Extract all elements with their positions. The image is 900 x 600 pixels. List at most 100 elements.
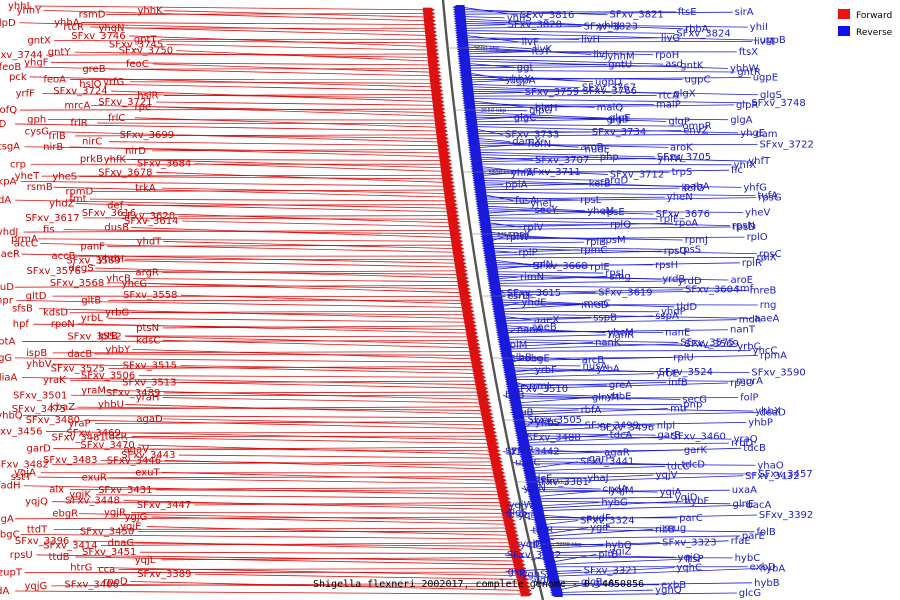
- reverse-gene-connector: [534, 475, 744, 483]
- forward-gene-feature: [451, 242, 464, 248]
- forward-gene-connector: [43, 9, 432, 22]
- forward-gene-connector: [53, 527, 514, 531]
- reverse-gene-connector: [498, 289, 748, 296]
- forward-gene-feature: [436, 136, 449, 141]
- reverse-gene-label: rplX: [756, 253, 776, 264]
- forward-gene-feature: [441, 173, 454, 178]
- reverse-gene-connector: [477, 154, 747, 162]
- forward-gene-connector: [25, 66, 438, 77]
- reverse-gene-label: yrbE: [656, 369, 679, 380]
- forward-gene-feature: [495, 481, 508, 487]
- forward-gene-feature: [518, 584, 531, 590]
- reverse-gene-label: cpdA: [603, 484, 628, 495]
- forward-gene-feature: [482, 419, 495, 424]
- forward-gene-label: yheS: [52, 171, 77, 182]
- forward-gene-feature: [497, 489, 510, 494]
- forward-gene-feature: [472, 364, 485, 369]
- forward-gene-connector: [131, 312, 472, 316]
- reverse-gene-label: exbB: [661, 580, 686, 591]
- reverse-gene-label: SFxv_3323: [662, 538, 716, 549]
- reverse-gene-label: SFxv_3711: [526, 167, 580, 178]
- forward-gene-label: aaeR: [0, 249, 20, 260]
- reverse-gene-label: SFxv_3392: [759, 510, 813, 521]
- forward-gene-connector: [22, 340, 476, 342]
- legend-swatch-reverse: [838, 26, 850, 36]
- forward-gene-label: sstT: [11, 472, 32, 483]
- forward-gene-label: SFxv_3431: [98, 485, 152, 496]
- reverse-gene-connector: [550, 556, 733, 559]
- reverse-gene-label: yqjD: [675, 492, 698, 503]
- forward-gene-label: kdsC: [136, 335, 160, 346]
- reverse-gene-label: yghQ: [655, 585, 682, 596]
- reverse-gene-label: yqiA: [660, 487, 682, 498]
- reverse-gene-label: yhbX: [755, 406, 781, 417]
- reverse-gene-connector: [476, 144, 758, 146]
- forward-gene-feature: [464, 323, 477, 329]
- forward-gene-connector: [37, 238, 460, 242]
- forward-gene-label: feoA: [43, 75, 66, 86]
- forward-gene-labels: yhhL rsmD yhhK yhhY yhhA yhgN glpD rtcR gntT gntX…: [0, 1, 191, 597]
- reverse-gene-label: SFxv_3505: [528, 415, 582, 426]
- reverse-gene-label: greA: [609, 380, 632, 391]
- forward-gene-feature: [424, 26, 437, 31]
- forward-gene-label: SFxv_3745: [109, 40, 163, 51]
- reverse-gene-label: kefB: [589, 179, 611, 190]
- reverse-gene-label: yhhS: [507, 13, 532, 24]
- forward-gene-label: npr: [0, 295, 14, 306]
- forward-gene-label: ebgC: [0, 529, 20, 540]
- reverse-gene-connector: [527, 449, 603, 453]
- reverse-gene-connector: [548, 540, 729, 549]
- reverse-gene-connector: [510, 355, 758, 362]
- forward-gene-connector: [15, 590, 529, 595]
- reverse-gene-label: SFxv_3823: [584, 22, 638, 33]
- reverse-gene-label: nlpI: [657, 420, 675, 431]
- forward-gene-feature: [470, 356, 483, 362]
- forward-gene-feature: [442, 176, 455, 182]
- forward-gene-label: yhhA: [54, 18, 80, 29]
- reverse-gene-label: SFxv_3510: [514, 384, 568, 395]
- reverse-gene-label: glgC: [514, 112, 536, 123]
- forward-gene-label: rpoN: [51, 319, 75, 330]
- reverse-gene-label: SFxv_3759: [525, 87, 579, 98]
- forward-gene-feature: [468, 345, 481, 351]
- reverse-gene-label: SFxv_3821: [609, 10, 663, 21]
- reverse-gene-label: mdh: [739, 315, 761, 326]
- forward-gene-connector: [146, 526, 515, 536]
- forward-gene-connector: [166, 44, 435, 51]
- forward-gene-feature: [493, 470, 506, 476]
- reverse-gene-label: rpsM: [601, 235, 625, 246]
- reverse-gene-label: yqiD: [520, 539, 543, 550]
- forward-gene-label: argR: [136, 267, 159, 278]
- reverse-gene-label: nanR: [608, 330, 634, 341]
- forward-gene-feature: [517, 580, 530, 586]
- reverse-gene-connector: [494, 262, 740, 268]
- forward-gene-feature: [480, 408, 493, 413]
- forward-gene-connector: [179, 380, 483, 383]
- forward-gene-connector: [178, 454, 499, 459]
- forward-gene-label: SFxv_3447: [137, 500, 191, 511]
- forward-gene-connector: [92, 189, 452, 192]
- forward-gene-label: yhdZ: [49, 199, 75, 210]
- reverse-gene-connector: [463, 30, 675, 34]
- scale-tick-label: 3450 kbp: [497, 232, 523, 238]
- reverse-gene-label: yheV: [745, 207, 770, 218]
- forward-gene-feature: [429, 77, 442, 82]
- forward-gene-connector: [109, 436, 496, 444]
- reverse-gene-label: smf: [735, 283, 754, 294]
- reverse-gene-label: ggt: [517, 62, 534, 73]
- reverse-gene-label: ftsP: [685, 554, 704, 565]
- forward-gene-feature: [439, 154, 452, 160]
- reverse-gene-label: glpG: [529, 106, 552, 117]
- forward-gene-connector: [163, 418, 492, 426]
- forward-gene-connector: [130, 512, 510, 514]
- forward-gene-feature: [426, 48, 439, 53]
- reverse-gene-label: yrbC: [737, 341, 760, 352]
- forward-gene-connector: [53, 448, 497, 452]
- forward-gene-feature: [505, 529, 518, 534]
- forward-gene-feature: [444, 191, 457, 196]
- reverse-gene-label: yhhW: [730, 63, 759, 74]
- reverse-gene-label: glnE: [733, 499, 755, 510]
- reverse-gene-connector: [514, 383, 607, 386]
- reverse-gene-label: aaeA: [754, 313, 779, 324]
- forward-gene-feature: [474, 378, 487, 384]
